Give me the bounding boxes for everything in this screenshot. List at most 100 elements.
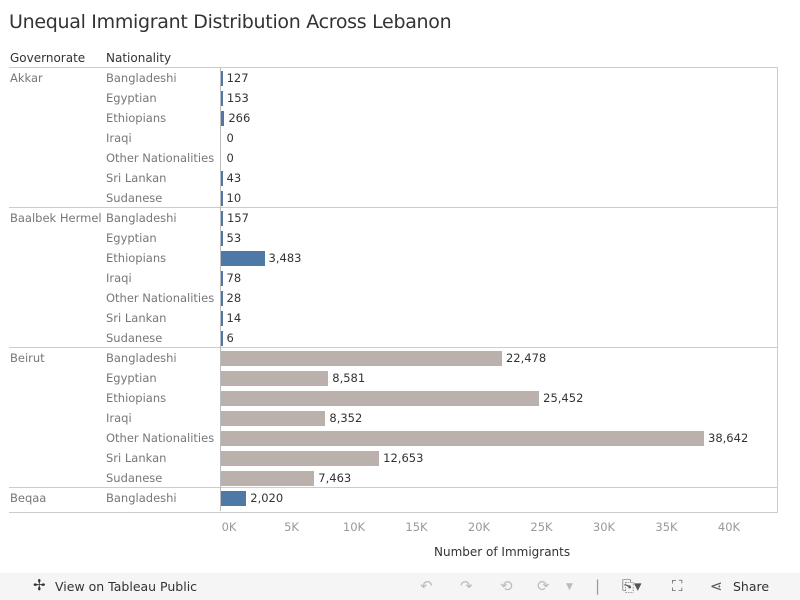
bar-row[interactable]: Sudanese 7,463 xyxy=(9,468,777,488)
bar-row[interactable]: Beirut Bangladeshi 22,478 xyxy=(9,348,777,368)
bar-row[interactable]: Other Nationalities 0 xyxy=(9,148,777,168)
governorate-label: Beqaa xyxy=(10,491,47,505)
data-label: 0 xyxy=(226,151,234,165)
undo-icon[interactable]: ↶ xyxy=(420,577,433,595)
nationality-label: Iraqi xyxy=(106,271,132,285)
governorate-header: Governorate xyxy=(10,51,86,65)
bar-row[interactable]: Sri Lankan 43 xyxy=(9,168,777,188)
bar-row[interactable]: Akkar Bangladeshi 127 xyxy=(9,68,777,88)
data-label: 8,352 xyxy=(329,411,363,425)
nationality-label: Ethiopians xyxy=(106,251,167,265)
nationality-label: Other Nationalities xyxy=(106,291,215,305)
bar-row[interactable]: Iraqi 8,352 xyxy=(9,408,777,428)
download-icon[interactable]: ⎘▾ xyxy=(622,577,642,595)
bar[interactable] xyxy=(221,491,247,506)
bar-row[interactable]: Sudanese 10 xyxy=(9,188,777,208)
x-tick-label: 10K xyxy=(342,520,366,534)
group-separator xyxy=(9,207,777,208)
x-tick-label: 40K xyxy=(717,520,741,534)
nationality-label: Bangladeshi xyxy=(106,351,177,365)
nationality-label: Bangladeshi xyxy=(106,211,177,225)
nationality-label: Egyptian xyxy=(106,371,157,385)
bar[interactable] xyxy=(221,171,223,186)
bar[interactable] xyxy=(221,331,223,346)
nationality-label: Ethiopians xyxy=(106,111,167,125)
x-tick-label: 5K xyxy=(284,520,299,534)
bar[interactable] xyxy=(221,291,223,306)
tableau-toolbar: ✢ View on Tableau Public ↶ ↷ ⟲ ⟳ ▼ | ⎘▾ … xyxy=(0,573,800,600)
bar-row[interactable]: Sri Lankan 12,653 xyxy=(9,448,777,468)
bar[interactable] xyxy=(221,431,705,446)
bar[interactable] xyxy=(221,111,225,126)
bar-row[interactable]: Ethiopians 25,452 xyxy=(9,388,777,408)
bar[interactable] xyxy=(221,471,315,486)
revert-icon[interactable]: ⟲ xyxy=(500,577,513,595)
toolbar-divider: | xyxy=(595,577,601,595)
bar[interactable] xyxy=(221,411,326,426)
nationality-label: Sri Lankan xyxy=(106,451,167,465)
nationality-label: Sudanese xyxy=(106,331,163,345)
data-label: 38,642 xyxy=(708,431,749,445)
nationality-label: Bangladeshi xyxy=(106,71,177,85)
axis-zero-line xyxy=(220,67,221,511)
data-label: 14 xyxy=(226,311,242,325)
x-tick-label: 25K xyxy=(530,520,553,534)
bar[interactable] xyxy=(221,351,502,366)
bar-row[interactable]: Sri Lankan 14 xyxy=(9,308,777,328)
data-label: 78 xyxy=(226,271,242,285)
refresh-dropdown-icon[interactable]: ▼ xyxy=(566,582,573,592)
nationality-label: Sudanese xyxy=(106,471,163,485)
bar[interactable] xyxy=(221,271,223,286)
bar-row[interactable]: Beqaa Bangladeshi 2,020 xyxy=(9,488,777,508)
bar-row[interactable]: Ethiopians 3,483 xyxy=(9,248,777,268)
bar-row[interactable]: Sudanese 6 xyxy=(9,328,777,348)
bar[interactable] xyxy=(221,231,223,246)
view-on-tableau-link[interactable]: View on Tableau Public xyxy=(55,579,198,594)
bar[interactable] xyxy=(221,251,265,266)
bar[interactable] xyxy=(221,211,223,226)
nationality-label: Sudanese xyxy=(106,191,163,205)
data-label: 22,478 xyxy=(505,351,547,365)
share-icon[interactable]: ⋖ xyxy=(710,577,723,595)
bar-row[interactable]: Egyptian 153 xyxy=(9,88,777,108)
bar-row[interactable]: Egyptian 8,581 xyxy=(9,368,777,388)
bar-row[interactable]: Egyptian 53 xyxy=(9,228,777,248)
bar-row[interactable]: Other Nationalities 38,642 xyxy=(9,428,777,448)
bar[interactable] xyxy=(221,311,223,326)
x-tick-label: 0K xyxy=(221,520,237,534)
tableau-logo-icon: ✢ xyxy=(33,576,46,594)
bar-row[interactable]: Other Nationalities 28 xyxy=(9,288,777,308)
bar[interactable] xyxy=(221,71,223,86)
refresh-icon[interactable]: ⟳ xyxy=(537,577,550,595)
group-separator xyxy=(9,347,777,348)
bar[interactable] xyxy=(221,191,223,206)
bar-row[interactable]: Iraqi 78 xyxy=(9,268,777,288)
governorate-label: Akkar xyxy=(10,71,43,85)
nationality-label: Sri Lankan xyxy=(106,311,167,325)
bar[interactable] xyxy=(221,371,329,386)
bar[interactable] xyxy=(221,451,380,466)
share-button[interactable]: Share xyxy=(733,579,770,594)
data-label: 43 xyxy=(226,171,242,185)
bar-row[interactable]: Ethiopians 266 xyxy=(9,108,777,128)
nationality-label: Bangladeshi xyxy=(106,491,177,505)
bar[interactable] xyxy=(221,91,223,106)
bar-row[interactable]: Iraqi 0 xyxy=(9,128,777,148)
nationality-label: Egyptian xyxy=(106,91,157,105)
fullscreen-icon[interactable]: ⛶ xyxy=(672,577,683,595)
chart-title: Unequal Immigrant Distribution Across Le… xyxy=(9,11,452,33)
redo-icon[interactable]: ↷ xyxy=(460,577,473,595)
bar[interactable] xyxy=(221,391,540,406)
nationality-label: Egyptian xyxy=(106,231,157,245)
nationality-label: Ethiopians xyxy=(106,391,167,405)
data-label: 266 xyxy=(228,111,251,125)
group-separator xyxy=(9,487,777,488)
data-label: 0 xyxy=(226,131,234,145)
data-label: 2,020 xyxy=(250,491,284,505)
x-tick-label: 15K xyxy=(405,520,428,534)
governorate-label: Baalbek Hermel xyxy=(10,211,102,225)
data-label: 28 xyxy=(226,291,242,305)
governorate-label: Beirut xyxy=(10,351,45,365)
bar-row[interactable]: Baalbek Hermel Bangladeshi 157 xyxy=(9,208,777,228)
nationality-label: Iraqi xyxy=(106,131,132,145)
